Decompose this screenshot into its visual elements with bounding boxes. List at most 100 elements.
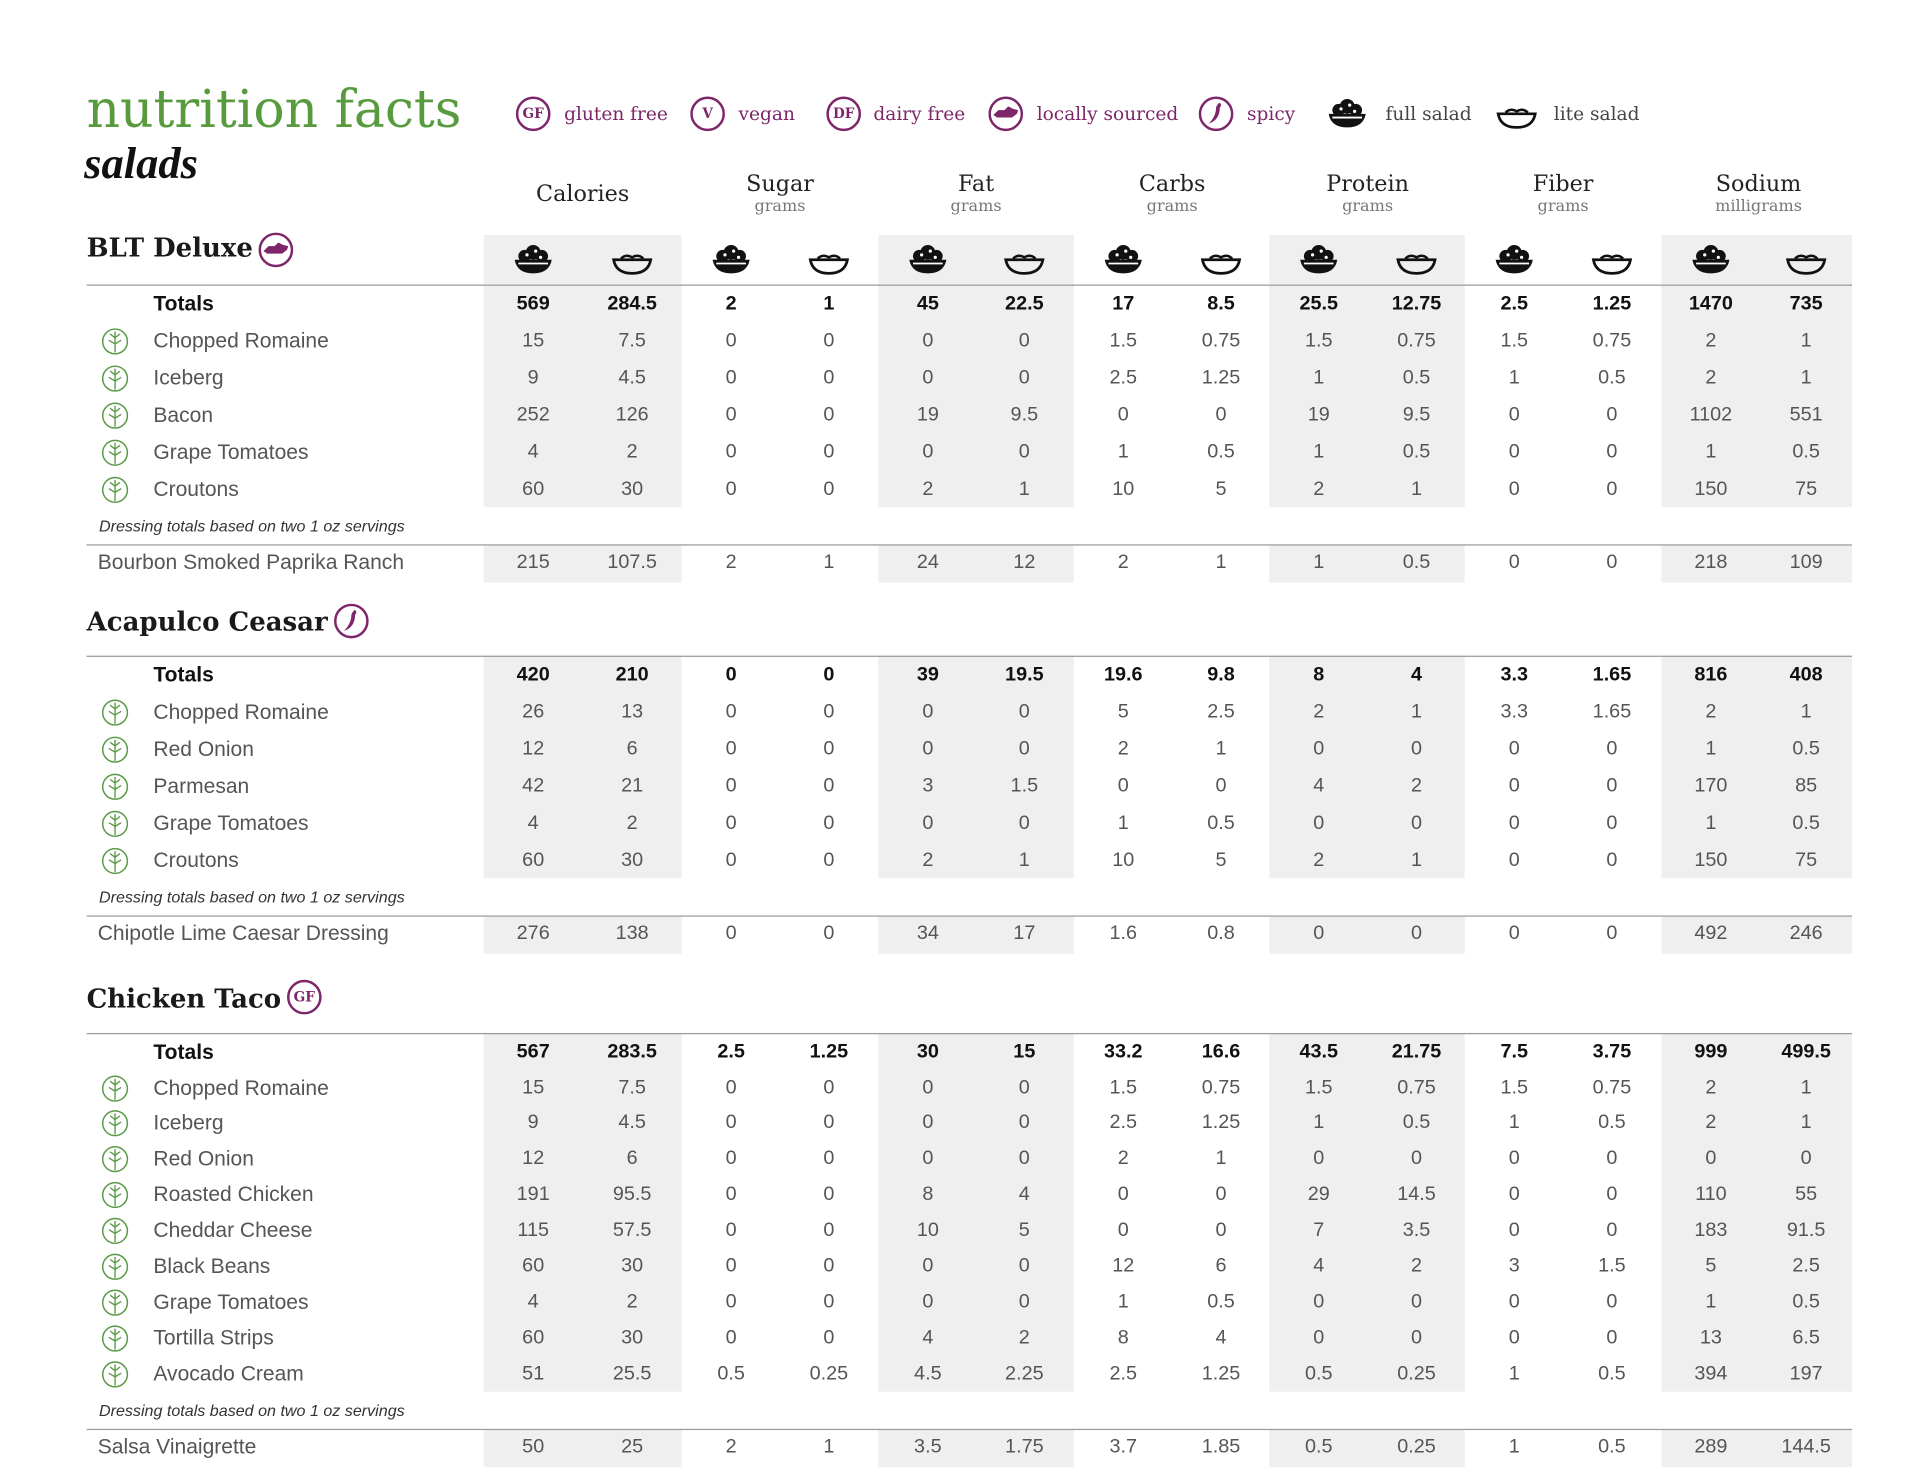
total-value: 816 (1694, 664, 1728, 686)
spicy-icon (1198, 96, 1234, 132)
cell-value: 9.5 (1402, 404, 1431, 426)
cell-value: 1 (1313, 441, 1325, 463)
cell-value: 0 (1410, 1148, 1422, 1170)
column-shade (1661, 1032, 1852, 1392)
cell-value: 8 (922, 1183, 934, 1205)
cell-value: 1 (1705, 441, 1717, 463)
cell-value: 0 (922, 1148, 934, 1170)
total-value: 19.5 (1005, 664, 1044, 686)
cell-value: 2 (1117, 1148, 1129, 1170)
cell-value: 0 (725, 478, 737, 500)
column-shade (1269, 1032, 1465, 1392)
cell-value: 6.5 (1792, 1327, 1820, 1349)
total-value: 39 (916, 664, 939, 686)
cell-value: 29 (1307, 1183, 1330, 1205)
cell-value: 0 (725, 1077, 737, 1099)
badge-circle (826, 96, 862, 132)
cell-value: 218 (1694, 551, 1728, 573)
totals-label: Totals (153, 1040, 214, 1064)
cell-value: 1 (1117, 441, 1129, 463)
cell-value: 0 (725, 441, 737, 463)
full-salad-icon (1300, 244, 1338, 274)
cell-value: 1.5 (1304, 330, 1333, 352)
column-header: Fat (957, 171, 995, 198)
cell-value: 0 (725, 367, 737, 389)
cell-value: 6 (626, 1148, 638, 1170)
cell-value: 0 (1410, 1291, 1422, 1313)
cell-value: 2 (1410, 775, 1422, 797)
dressing-rule (86, 1428, 1852, 1431)
section-name: Chicken Taco (86, 982, 282, 1014)
cell-value: 1.5 (1109, 330, 1138, 352)
cell-value: 0 (922, 330, 934, 352)
cell-value: 246 (1789, 922, 1823, 944)
ingredient-icon (101, 1325, 129, 1352)
column-header: Carbs (1138, 171, 1206, 198)
total-value: 0 (725, 664, 737, 686)
cell-value: 50 (522, 1436, 545, 1458)
column-shade (878, 655, 1074, 879)
cell-value: 0 (1313, 1291, 1325, 1313)
spicy-icon (334, 603, 369, 639)
locally-sourced-icon (988, 96, 1024, 132)
total-value: 8.5 (1207, 293, 1235, 315)
total-value: 17 (1112, 293, 1135, 315)
ingredient-name: Iceberg (153, 366, 224, 390)
full-salad-icon (1495, 244, 1533, 274)
cell-value: 1.5 (1109, 1077, 1138, 1099)
cell-value: 2 (922, 478, 934, 500)
column-shade (1269, 655, 1465, 879)
cell-value: 0 (725, 1219, 737, 1241)
ingredient-icon (101, 1253, 129, 1280)
cell-value: 0 (1313, 738, 1325, 760)
cell-value: 9.5 (1010, 404, 1039, 426)
total-value: 420 (516, 664, 550, 686)
ingredient-icon (101, 847, 129, 875)
cell-value: 5 (1117, 701, 1129, 723)
cell-value: 12 (522, 738, 545, 760)
cell-value: 34 (916, 922, 939, 944)
cell-value: 0 (1018, 1112, 1030, 1134)
section-rule (86, 284, 1852, 286)
cell-value: 0 (1117, 1219, 1129, 1241)
cell-value: 30 (621, 849, 644, 871)
cell-value: 0 (1508, 404, 1520, 426)
cell-value: 0 (823, 1077, 835, 1099)
cell-value: 0 (1018, 441, 1030, 463)
badge-text: V (702, 105, 713, 122)
cell-value: 1.5 (1598, 1255, 1626, 1277)
cell-value: 4.5 (618, 367, 646, 389)
lite-salad-icon (1785, 254, 1827, 275)
ingredient-icon (101, 699, 129, 726)
cell-value: 0 (1705, 1148, 1717, 1170)
cell-value: 170 (1694, 775, 1728, 797)
cell-value: 0.5 (1792, 1291, 1820, 1313)
cell-value: 25.5 (612, 1363, 652, 1385)
cell-value: 0 (823, 367, 835, 389)
cell-value: 30 (621, 1327, 644, 1349)
cell-value: 1 (1313, 1112, 1325, 1134)
cell-value: 2 (626, 1291, 638, 1313)
cell-value: 1.65 (1592, 701, 1632, 723)
ingredient-icon (101, 1289, 129, 1316)
cell-value: 115 (517, 1219, 549, 1241)
legend-label: full salad (1385, 102, 1472, 125)
cell-value: 1 (1705, 812, 1717, 834)
total-value: 408 (1789, 664, 1823, 686)
cell-value: 0 (725, 1112, 737, 1134)
total-value: 9.8 (1207, 664, 1235, 686)
total-value: 15 (1013, 1041, 1036, 1063)
cell-value: 0 (1508, 551, 1520, 573)
cell-value: 0 (922, 1255, 934, 1277)
total-value: 1.25 (1592, 293, 1632, 315)
cell-value: 1 (1705, 1291, 1717, 1313)
cell-value: 0.75 (1592, 330, 1632, 352)
cell-value: 5 (1018, 1219, 1030, 1241)
cell-value: 1.85 (1201, 1436, 1241, 1458)
cell-value: 0.5 (1402, 1112, 1431, 1134)
total-value: 569 (516, 293, 550, 315)
dressing-name: Bourbon Smoked Paprika Ranch (97, 550, 405, 575)
legend-label: dairy free (873, 102, 966, 125)
cell-value: 0 (1018, 1077, 1030, 1099)
cell-value: 0 (1606, 404, 1618, 426)
